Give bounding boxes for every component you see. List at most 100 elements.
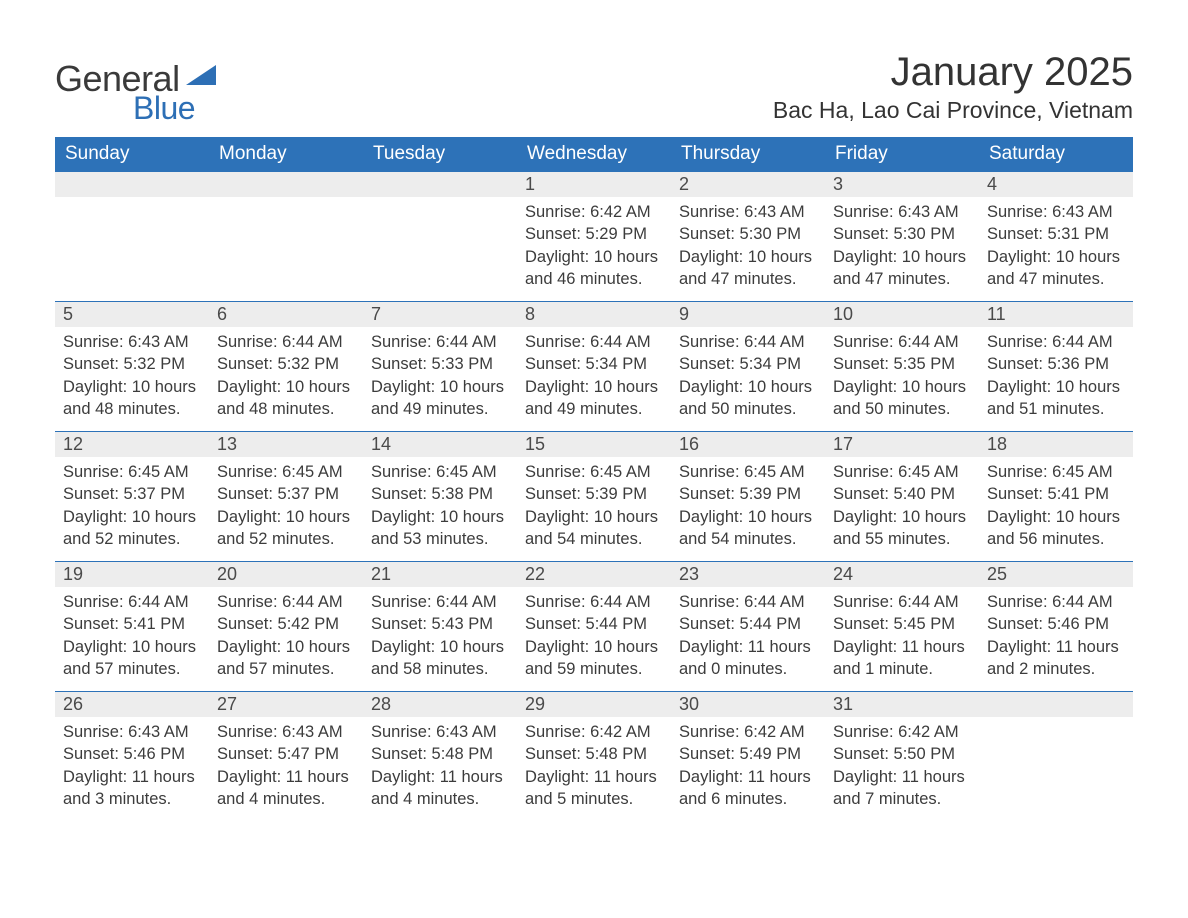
day-number: 20 <box>209 562 363 587</box>
day-sunrise: Sunrise: 6:45 AM <box>987 461 1125 483</box>
calendar-week-row: 5Sunrise: 6:43 AMSunset: 5:32 PMDaylight… <box>55 302 1133 432</box>
day-body: Sunrise: 6:42 AMSunset: 5:49 PMDaylight:… <box>671 717 825 818</box>
calendar-cell: 15Sunrise: 6:45 AMSunset: 5:39 PMDayligh… <box>517 432 671 562</box>
calendar-week-row: 12Sunrise: 6:45 AMSunset: 5:37 PMDayligh… <box>55 432 1133 562</box>
day-sunrise: Sunrise: 6:44 AM <box>63 591 201 613</box>
day-d1: Daylight: 11 hours <box>371 766 509 788</box>
day-d2: and 54 minutes. <box>525 528 663 550</box>
calendar-cell: 16Sunrise: 6:45 AMSunset: 5:39 PMDayligh… <box>671 432 825 562</box>
day-d2: and 1 minute. <box>833 658 971 680</box>
day-number: 7 <box>363 302 517 327</box>
day-d1: Daylight: 11 hours <box>679 636 817 658</box>
day-number: 4 <box>979 172 1133 197</box>
day-number: 16 <box>671 432 825 457</box>
day-sunrise: Sunrise: 6:43 AM <box>63 721 201 743</box>
day-sunrise: Sunrise: 6:44 AM <box>987 331 1125 353</box>
day-d1: Daylight: 11 hours <box>987 636 1125 658</box>
day-sunset: Sunset: 5:46 PM <box>987 613 1125 635</box>
calendar-cell: 28Sunrise: 6:43 AMSunset: 5:48 PMDayligh… <box>363 692 517 822</box>
day-number: 27 <box>209 692 363 717</box>
month-title: January 2025 <box>773 50 1133 95</box>
day-sunset: Sunset: 5:41 PM <box>987 483 1125 505</box>
day-d1: Daylight: 10 hours <box>987 376 1125 398</box>
day-sunrise: Sunrise: 6:44 AM <box>679 591 817 613</box>
day-number: 19 <box>55 562 209 587</box>
calendar-cell: 29Sunrise: 6:42 AMSunset: 5:48 PMDayligh… <box>517 692 671 822</box>
day-d2: and 47 minutes. <box>679 268 817 290</box>
day-sunrise: Sunrise: 6:43 AM <box>833 201 971 223</box>
day-body: Sunrise: 6:43 AMSunset: 5:30 PMDaylight:… <box>671 197 825 298</box>
day-number: 9 <box>671 302 825 327</box>
calendar-cell: 7Sunrise: 6:44 AMSunset: 5:33 PMDaylight… <box>363 302 517 432</box>
day-sunset: Sunset: 5:45 PM <box>833 613 971 635</box>
day-number <box>209 172 363 197</box>
day-number: 25 <box>979 562 1133 587</box>
day-sunrise: Sunrise: 6:44 AM <box>525 591 663 613</box>
day-d1: Daylight: 11 hours <box>525 766 663 788</box>
day-number: 3 <box>825 172 979 197</box>
day-d1: Daylight: 10 hours <box>371 636 509 658</box>
day-d2: and 4 minutes. <box>217 788 355 810</box>
day-number: 11 <box>979 302 1133 327</box>
calendar-cell: 19Sunrise: 6:44 AMSunset: 5:41 PMDayligh… <box>55 562 209 692</box>
calendar-cell: 30Sunrise: 6:42 AMSunset: 5:49 PMDayligh… <box>671 692 825 822</box>
calendar-cell: 20Sunrise: 6:44 AMSunset: 5:42 PMDayligh… <box>209 562 363 692</box>
day-number: 22 <box>517 562 671 587</box>
day-sunset: Sunset: 5:35 PM <box>833 353 971 375</box>
day-number: 6 <box>209 302 363 327</box>
calendar-cell: 22Sunrise: 6:44 AMSunset: 5:44 PMDayligh… <box>517 562 671 692</box>
day-body: Sunrise: 6:45 AMSunset: 5:40 PMDaylight:… <box>825 457 979 558</box>
day-sunset: Sunset: 5:48 PM <box>371 743 509 765</box>
day-d1: Daylight: 10 hours <box>371 376 509 398</box>
day-sunset: Sunset: 5:47 PM <box>217 743 355 765</box>
day-body: Sunrise: 6:45 AMSunset: 5:39 PMDaylight:… <box>671 457 825 558</box>
header: General Blue January 2025 Bac Ha, Lao Ca… <box>55 50 1133 125</box>
day-body: Sunrise: 6:43 AMSunset: 5:30 PMDaylight:… <box>825 197 979 298</box>
day-d1: Daylight: 10 hours <box>525 506 663 528</box>
day-d1: Daylight: 10 hours <box>679 246 817 268</box>
day-sunrise: Sunrise: 6:45 AM <box>217 461 355 483</box>
calendar-table: Sunday Monday Tuesday Wednesday Thursday… <box>55 137 1133 822</box>
day-d2: and 5 minutes. <box>525 788 663 810</box>
calendar-cell: 18Sunrise: 6:45 AMSunset: 5:41 PMDayligh… <box>979 432 1133 562</box>
day-body: Sunrise: 6:44 AMSunset: 5:45 PMDaylight:… <box>825 587 979 688</box>
day-sunset: Sunset: 5:33 PM <box>371 353 509 375</box>
day-sunrise: Sunrise: 6:42 AM <box>679 721 817 743</box>
day-d1: Daylight: 11 hours <box>833 766 971 788</box>
calendar-cell: 17Sunrise: 6:45 AMSunset: 5:40 PMDayligh… <box>825 432 979 562</box>
day-body: Sunrise: 6:43 AMSunset: 5:47 PMDaylight:… <box>209 717 363 818</box>
day-sunrise: Sunrise: 6:44 AM <box>217 591 355 613</box>
day-d2: and 48 minutes. <box>217 398 355 420</box>
day-d2: and 2 minutes. <box>987 658 1125 680</box>
day-number: 12 <box>55 432 209 457</box>
location-subtitle: Bac Ha, Lao Cai Province, Vietnam <box>773 97 1133 124</box>
day-body: Sunrise: 6:44 AMSunset: 5:44 PMDaylight:… <box>517 587 671 688</box>
day-sunrise: Sunrise: 6:45 AM <box>679 461 817 483</box>
day-d2: and 7 minutes. <box>833 788 971 810</box>
day-d2: and 3 minutes. <box>63 788 201 810</box>
day-number: 14 <box>363 432 517 457</box>
day-d2: and 6 minutes. <box>679 788 817 810</box>
calendar-cell: 2Sunrise: 6:43 AMSunset: 5:30 PMDaylight… <box>671 172 825 302</box>
calendar-cell <box>55 172 209 302</box>
day-sunrise: Sunrise: 6:45 AM <box>63 461 201 483</box>
day-d2: and 50 minutes. <box>833 398 971 420</box>
day-sunrise: Sunrise: 6:42 AM <box>525 721 663 743</box>
day-body: Sunrise: 6:44 AMSunset: 5:41 PMDaylight:… <box>55 587 209 688</box>
day-sunrise: Sunrise: 6:42 AM <box>833 721 971 743</box>
calendar-cell: 27Sunrise: 6:43 AMSunset: 5:47 PMDayligh… <box>209 692 363 822</box>
calendar-cell: 6Sunrise: 6:44 AMSunset: 5:32 PMDaylight… <box>209 302 363 432</box>
day-sunset: Sunset: 5:44 PM <box>525 613 663 635</box>
weekday-header: Friday <box>825 137 979 172</box>
day-number: 28 <box>363 692 517 717</box>
day-sunset: Sunset: 5:39 PM <box>679 483 817 505</box>
day-sunrise: Sunrise: 6:44 AM <box>679 331 817 353</box>
day-body: Sunrise: 6:45 AMSunset: 5:38 PMDaylight:… <box>363 457 517 558</box>
day-body: Sunrise: 6:43 AMSunset: 5:31 PMDaylight:… <box>979 197 1133 298</box>
day-d2: and 59 minutes. <box>525 658 663 680</box>
day-sunset: Sunset: 5:36 PM <box>987 353 1125 375</box>
flag-icon <box>186 65 216 90</box>
day-d1: Daylight: 10 hours <box>525 376 663 398</box>
day-number: 31 <box>825 692 979 717</box>
day-sunset: Sunset: 5:34 PM <box>525 353 663 375</box>
